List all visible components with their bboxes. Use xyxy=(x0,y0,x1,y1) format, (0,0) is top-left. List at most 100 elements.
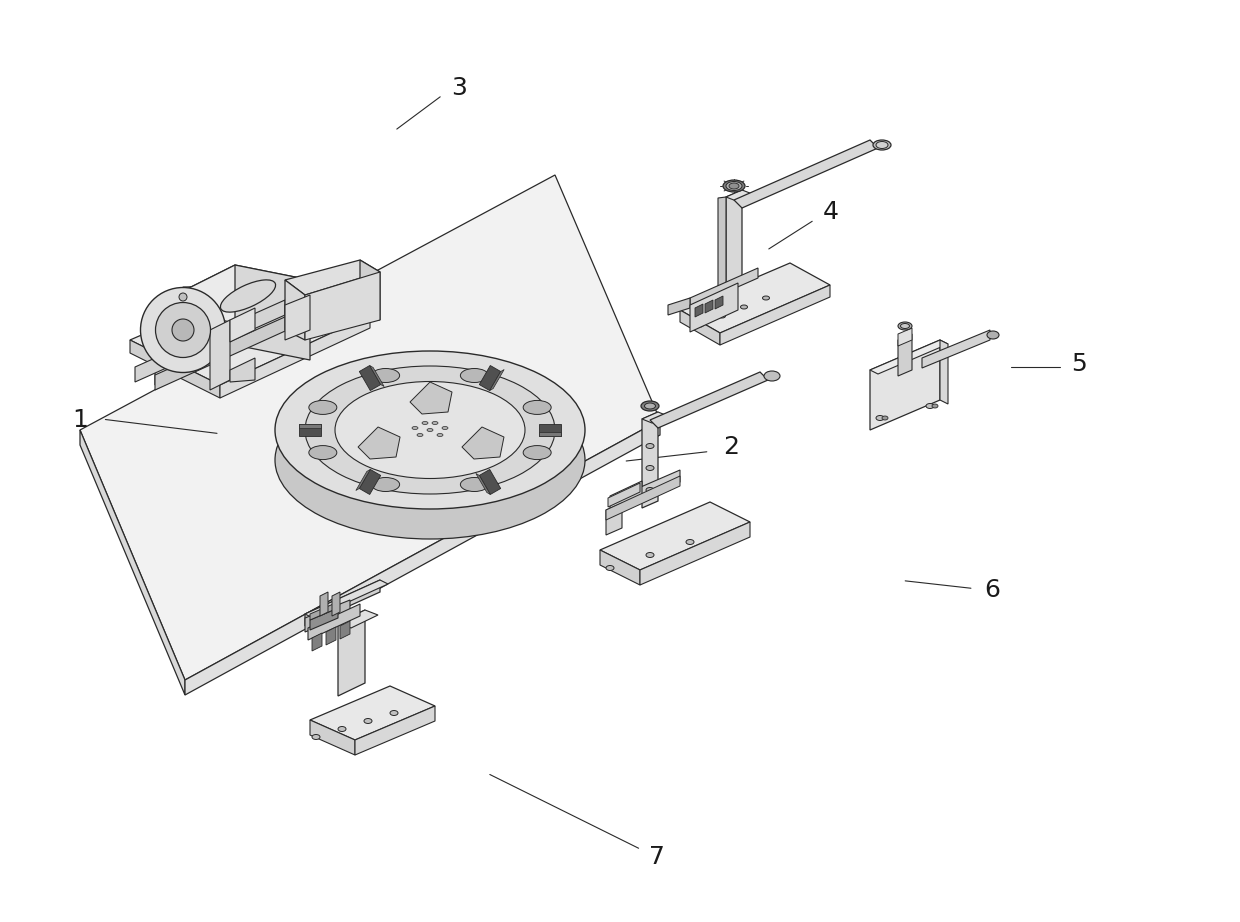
Polygon shape xyxy=(355,706,435,755)
Ellipse shape xyxy=(441,427,448,430)
Ellipse shape xyxy=(309,400,337,414)
Polygon shape xyxy=(130,275,370,385)
Ellipse shape xyxy=(641,401,658,411)
Polygon shape xyxy=(219,315,370,398)
Polygon shape xyxy=(725,190,742,289)
Polygon shape xyxy=(642,412,668,423)
Ellipse shape xyxy=(875,416,884,420)
Polygon shape xyxy=(155,265,310,322)
Polygon shape xyxy=(299,424,321,436)
Polygon shape xyxy=(642,412,658,508)
Polygon shape xyxy=(476,473,490,494)
Ellipse shape xyxy=(898,322,911,330)
Polygon shape xyxy=(620,470,680,508)
Ellipse shape xyxy=(460,369,489,383)
Polygon shape xyxy=(312,633,322,651)
Polygon shape xyxy=(870,340,940,430)
Ellipse shape xyxy=(764,371,780,381)
Polygon shape xyxy=(358,427,401,459)
Ellipse shape xyxy=(365,718,372,724)
Polygon shape xyxy=(185,420,660,695)
Ellipse shape xyxy=(987,331,999,339)
Ellipse shape xyxy=(523,445,551,459)
Ellipse shape xyxy=(882,416,888,420)
Polygon shape xyxy=(155,308,305,390)
Polygon shape xyxy=(236,265,310,360)
Ellipse shape xyxy=(646,552,653,558)
Ellipse shape xyxy=(646,466,653,470)
Polygon shape xyxy=(135,300,285,382)
Ellipse shape xyxy=(339,727,346,731)
Polygon shape xyxy=(725,190,755,202)
Polygon shape xyxy=(81,430,185,695)
Ellipse shape xyxy=(729,183,739,189)
Polygon shape xyxy=(285,260,379,295)
Ellipse shape xyxy=(391,711,398,715)
Polygon shape xyxy=(650,372,768,428)
Polygon shape xyxy=(940,340,949,404)
Polygon shape xyxy=(285,280,305,340)
Polygon shape xyxy=(332,592,340,616)
Text: 1: 1 xyxy=(73,408,88,431)
Polygon shape xyxy=(305,580,388,618)
Text: 2: 2 xyxy=(724,435,739,459)
Ellipse shape xyxy=(221,280,275,313)
Ellipse shape xyxy=(372,478,399,491)
Polygon shape xyxy=(229,308,255,342)
Ellipse shape xyxy=(172,319,193,341)
Polygon shape xyxy=(410,382,453,414)
Polygon shape xyxy=(155,265,236,385)
Polygon shape xyxy=(680,263,830,333)
Polygon shape xyxy=(898,334,911,376)
Ellipse shape xyxy=(900,324,909,328)
Text: 5: 5 xyxy=(1071,352,1086,376)
Polygon shape xyxy=(606,503,622,535)
Polygon shape xyxy=(310,602,339,620)
Ellipse shape xyxy=(422,421,428,424)
Ellipse shape xyxy=(875,141,888,148)
Polygon shape xyxy=(668,298,689,315)
Polygon shape xyxy=(870,340,949,374)
Polygon shape xyxy=(305,580,379,626)
Polygon shape xyxy=(480,469,501,494)
Polygon shape xyxy=(600,502,750,570)
Polygon shape xyxy=(694,304,703,317)
Polygon shape xyxy=(689,283,738,332)
Polygon shape xyxy=(310,686,435,740)
Polygon shape xyxy=(923,330,990,368)
Ellipse shape xyxy=(926,404,934,408)
Polygon shape xyxy=(229,358,255,382)
Text: 6: 6 xyxy=(985,578,999,602)
Ellipse shape xyxy=(606,565,614,571)
Polygon shape xyxy=(689,268,758,308)
Polygon shape xyxy=(299,424,321,428)
Polygon shape xyxy=(490,370,505,391)
Polygon shape xyxy=(720,285,830,345)
Ellipse shape xyxy=(427,429,433,431)
Ellipse shape xyxy=(432,421,438,424)
Polygon shape xyxy=(715,296,723,309)
Polygon shape xyxy=(285,295,310,340)
Ellipse shape xyxy=(646,488,653,492)
Polygon shape xyxy=(339,610,378,628)
Ellipse shape xyxy=(725,182,742,191)
Ellipse shape xyxy=(417,433,423,436)
Polygon shape xyxy=(680,310,720,345)
Text: 7: 7 xyxy=(650,845,665,869)
Ellipse shape xyxy=(305,366,556,494)
Polygon shape xyxy=(360,469,381,494)
Polygon shape xyxy=(310,608,339,630)
Ellipse shape xyxy=(372,369,399,383)
Ellipse shape xyxy=(646,443,653,448)
Polygon shape xyxy=(320,592,329,616)
Polygon shape xyxy=(480,365,501,391)
Ellipse shape xyxy=(179,293,187,301)
Ellipse shape xyxy=(140,288,226,372)
Polygon shape xyxy=(308,604,360,640)
Polygon shape xyxy=(210,320,229,390)
Ellipse shape xyxy=(312,735,320,739)
Ellipse shape xyxy=(412,427,418,430)
Polygon shape xyxy=(606,476,680,520)
Polygon shape xyxy=(539,424,560,436)
Polygon shape xyxy=(305,600,350,632)
